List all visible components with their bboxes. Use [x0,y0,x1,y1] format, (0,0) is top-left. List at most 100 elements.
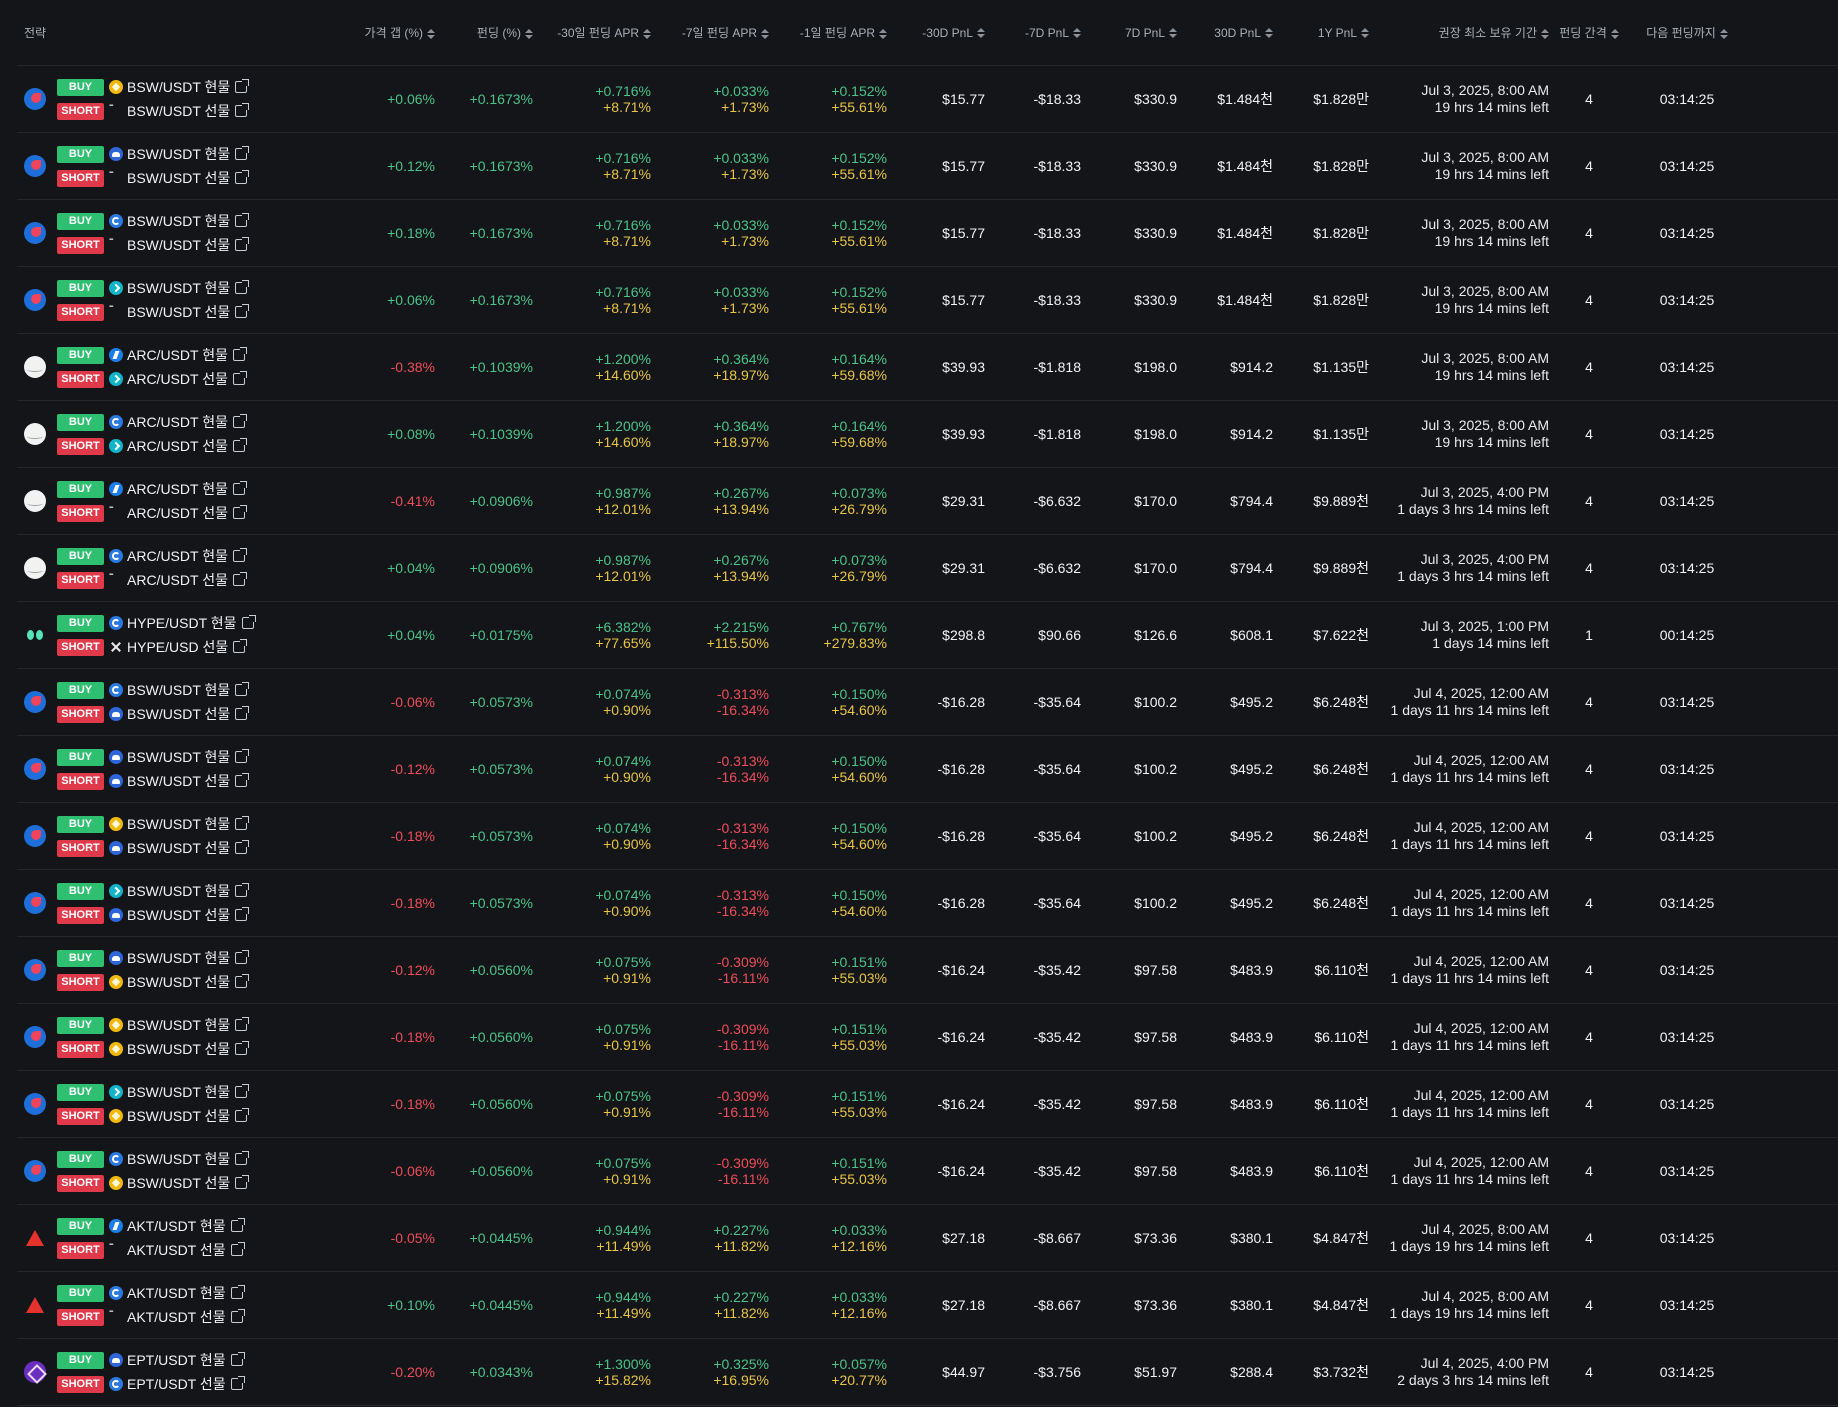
table-row[interactable]: BUY BSW/USDT 현물 SHORT BSW/USDT 선물 -0.06%… [17,669,1838,736]
price-gap: -0.18% [390,895,435,911]
next-funding: 03:14:25 [1659,493,1715,509]
external-link-icon[interactable] [235,1151,250,1165]
sort-icon[interactable] [977,28,985,39]
short-pair: BSW/USDT 선물 [127,237,231,253]
sort-icon[interactable] [1719,28,1728,39]
header-interval[interactable]: 펀딩 간격 [1549,24,1629,41]
external-link-icon[interactable] [232,505,247,519]
external-link-icon[interactable] [235,840,250,854]
external-link-icon[interactable] [235,773,250,787]
external-link-icon[interactable] [235,146,250,160]
exchange-icon [109,505,123,517]
external-link-icon[interactable] [230,1285,245,1299]
header-pnl1y[interactable]: 1Y PnL [1273,26,1369,40]
sort-icon[interactable] [1169,28,1177,39]
external-link-icon[interactable] [235,749,250,763]
header-pnl30[interactable]: -30D PnL [887,26,985,40]
header-apr30[interactable]: -30일 펀딩 APR [533,24,651,41]
external-link-icon[interactable] [230,1352,245,1366]
pnl-1y: $6.248천 [1313,895,1369,911]
apr30-annual: +0.91% [603,1104,651,1120]
external-link-icon[interactable] [235,103,250,117]
table-row[interactable]: BUY AKT/USDT 현물 SHORT AKT/USDT 선물 +0.10%… [17,1272,1838,1339]
header-strategy: 전략 [17,24,327,41]
external-link-icon[interactable] [235,816,250,830]
external-link-icon[interactable] [230,1376,245,1390]
sort-icon[interactable] [1073,28,1081,39]
header-pnl30d[interactable]: 30D PnL [1177,26,1273,40]
external-link-icon[interactable] [230,1242,245,1256]
external-link-icon[interactable] [235,213,250,227]
sort-icon[interactable] [1610,28,1619,39]
sort-icon[interactable] [1361,28,1369,39]
external-link-icon[interactable] [232,548,247,562]
external-link-icon[interactable] [230,1218,245,1232]
external-link-icon[interactable] [232,438,247,452]
external-link-icon[interactable] [235,883,250,897]
external-link-icon[interactable] [232,414,247,428]
external-link-icon[interactable] [232,347,247,361]
sort-icon[interactable] [1541,28,1549,39]
external-link-icon[interactable] [233,639,248,653]
apr1-rate: +0.073% [831,485,887,501]
table-row[interactable]: BUY ARC/USDT 현물 SHORT ARC/USDT 선물 -0.38%… [17,334,1838,401]
external-link-icon[interactable] [235,280,250,294]
header-funding[interactable]: 펀딩 (%) [435,24,533,41]
external-link-icon[interactable] [235,1084,250,1098]
external-link-icon[interactable] [235,682,250,696]
table-row[interactable]: BUY BSW/USDT 현물 SHORT BSW/USDT 선물 +0.06%… [17,267,1838,334]
external-link-icon[interactable] [235,706,250,720]
external-link-icon[interactable] [235,1175,250,1189]
sort-icon[interactable] [525,28,533,39]
table-row[interactable]: BUY BSW/USDT 현물 SHORT BSW/USDT 선물 -0.18%… [17,1071,1838,1138]
external-link-icon[interactable] [235,1017,250,1031]
external-link-icon[interactable] [232,371,247,385]
external-link-icon[interactable] [235,907,250,921]
header-pnl7[interactable]: -7D PnL [985,26,1081,40]
table-row[interactable]: BUY AKT/USDT 현물 SHORT AKT/USDT 선물 -0.05%… [17,1205,1838,1272]
table-row[interactable]: BUY BSW/USDT 현물 SHORT BSW/USDT 선물 -0.12%… [17,937,1838,1004]
external-link-icon[interactable] [241,615,256,629]
table-row[interactable]: BUY BSW/USDT 현물 SHORT BSW/USDT 선물 -0.06%… [17,1138,1838,1205]
header-apr7[interactable]: -7일 펀딩 APR [651,24,769,41]
apr30-rate: +0.075% [595,1021,651,1037]
table-row[interactable]: BUY BSW/USDT 현물 SHORT BSW/USDT 선물 +0.18%… [17,200,1838,267]
sort-icon[interactable] [1265,28,1273,39]
external-link-icon[interactable] [230,1309,245,1323]
apr30-annual: +0.90% [603,903,651,919]
header-next[interactable]: 다음 펀딩까지 [1629,24,1745,41]
sort-icon[interactable] [643,28,651,39]
sort-icon[interactable] [879,28,887,39]
table-row[interactable]: BUY BSW/USDT 현물 SHORT BSW/USDT 선물 -0.18%… [17,803,1838,870]
external-link-icon[interactable] [235,79,250,93]
table-row[interactable]: BUY BSW/USDT 현물 SHORT BSW/USDT 선물 -0.12%… [17,736,1838,803]
table-row[interactable]: BUY ARC/USDT 현물 SHORT ARC/USDT 선물 +0.08%… [17,401,1838,468]
header-gap[interactable]: 가격 갭 (%) [327,24,435,41]
external-link-icon[interactable] [232,572,247,586]
table-row[interactable]: BUY BSW/USDT 현물 SHORT BSW/USDT 선물 -0.18%… [17,870,1838,937]
external-link-icon[interactable] [232,481,247,495]
table-row[interactable]: BUY BSW/USDT 현물 SHORT BSW/USDT 선물 -0.18%… [17,1004,1838,1071]
table-row[interactable]: BUY BSW/USDT 현물 SHORT BSW/USDT 선물 +0.06%… [17,66,1838,133]
external-link-icon[interactable] [235,950,250,964]
external-link-icon[interactable] [235,304,250,318]
sort-icon[interactable] [761,28,769,39]
external-link-icon[interactable] [235,237,250,251]
funding-rate: +0.0445% [469,1230,533,1246]
header-pnl7d[interactable]: 7D PnL [1081,26,1177,40]
pnl-7d-past: -$35.42 [1033,962,1081,978]
table-row[interactable]: BUY ARC/USDT 현물 SHORT ARC/USDT 선물 -0.41%… [17,468,1838,535]
header-hold[interactable]: 권장 최소 보유 기간 [1369,24,1549,41]
table-row[interactable]: BUY EPT/USDT 현물 SHORT EPT/USDT 선물 -0.20%… [17,1339,1838,1406]
table-row[interactable]: BUY BSW/USDT 현물 SHORT BSW/USDT 선물 +0.12%… [17,133,1838,200]
buy-badge: BUY [57,949,104,967]
external-link-icon[interactable] [235,1041,250,1055]
external-link-icon[interactable] [235,170,250,184]
external-link-icon[interactable] [235,974,250,988]
sort-icon[interactable] [427,28,435,39]
header-apr1[interactable]: -1일 펀딩 APR [769,24,887,41]
table-row[interactable]: BUY ARC/USDT 현물 SHORT ARC/USDT 선물 +0.04%… [17,535,1838,602]
external-link-icon[interactable] [235,1108,250,1122]
short-leg: SHORT BSW/USDT 선물 [57,905,250,925]
table-row[interactable]: BUY HYPE/USDT 현물 SHORT HYPE/USD 선물 +0.04… [17,602,1838,669]
